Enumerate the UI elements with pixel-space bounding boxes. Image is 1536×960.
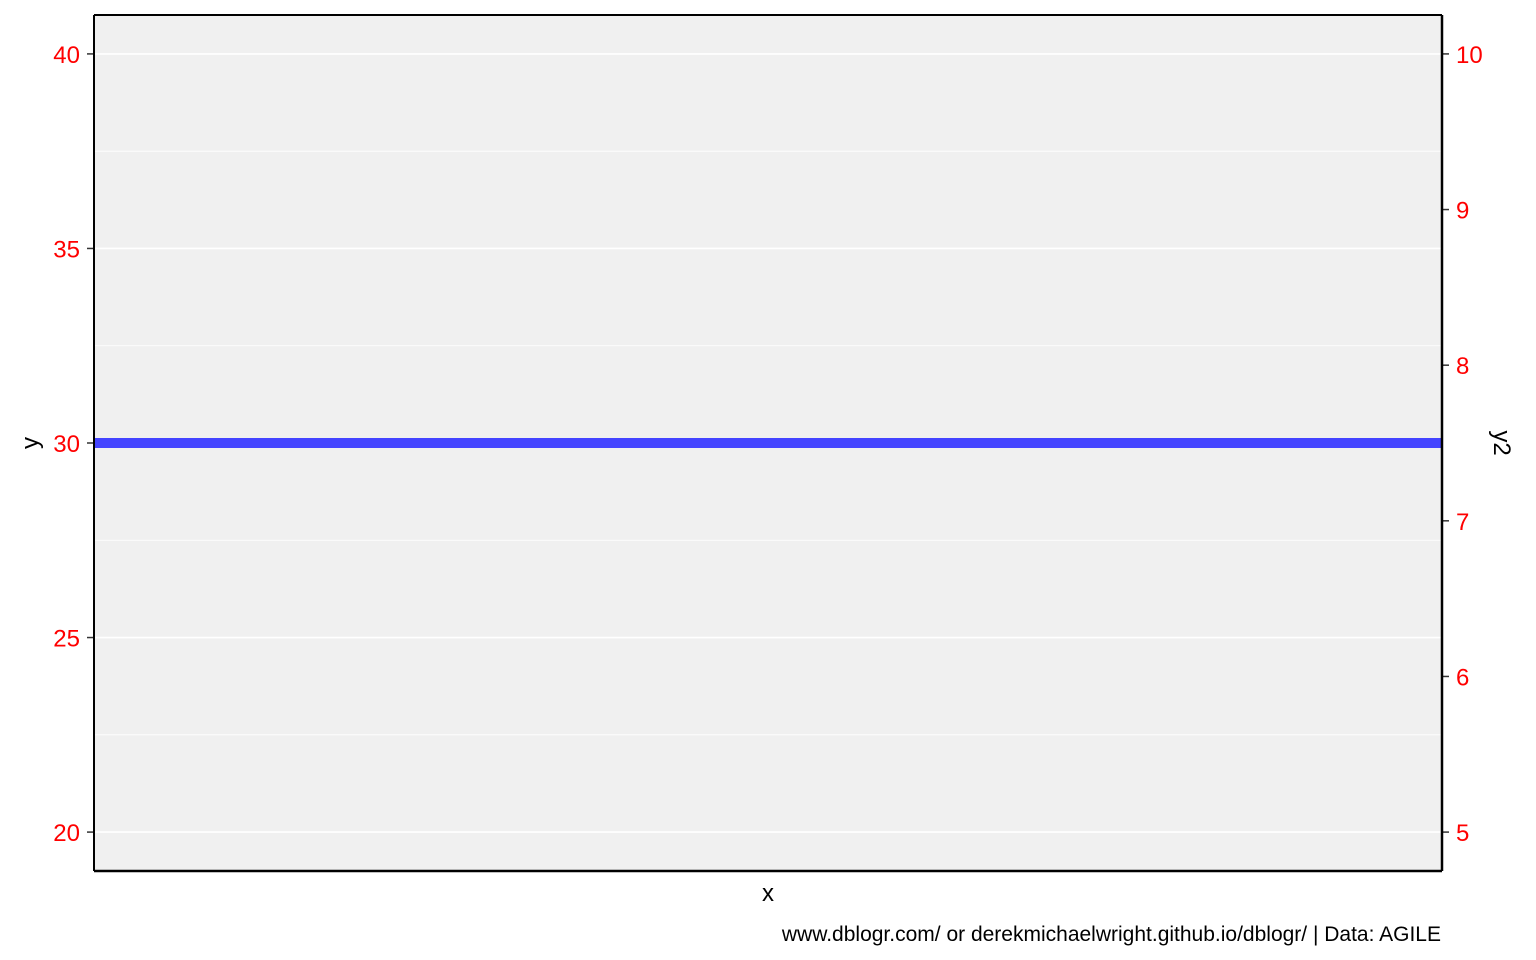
y-tick-label: 25	[53, 626, 80, 653]
y-tick-label: 30	[53, 431, 80, 458]
y-tick-label: 20	[53, 820, 80, 847]
y2-tick-label: 9	[1456, 198, 1469, 225]
y-axis: 20 25 30 35 40	[53, 42, 94, 847]
y2-tick-label: 5	[1456, 820, 1469, 847]
y2-axis: 5 6 7 8 9 10	[1442, 42, 1483, 847]
caption: www.dblogr.com/ or derekmichaelwright.gi…	[781, 923, 1441, 946]
minor-gridlines	[94, 150, 1442, 736]
y-axis-title: y	[17, 437, 44, 449]
y2-tick-label: 6	[1456, 664, 1469, 691]
y2-axis-title: y2	[1488, 430, 1515, 455]
y2-tick-label: 10	[1456, 42, 1483, 69]
y2-tick-label: 7	[1456, 509, 1469, 536]
y-tick-label: 40	[53, 42, 80, 69]
y-tick-label: 35	[53, 236, 80, 263]
y2-tick-label: 8	[1456, 353, 1469, 380]
x-axis-title: x	[762, 880, 774, 907]
